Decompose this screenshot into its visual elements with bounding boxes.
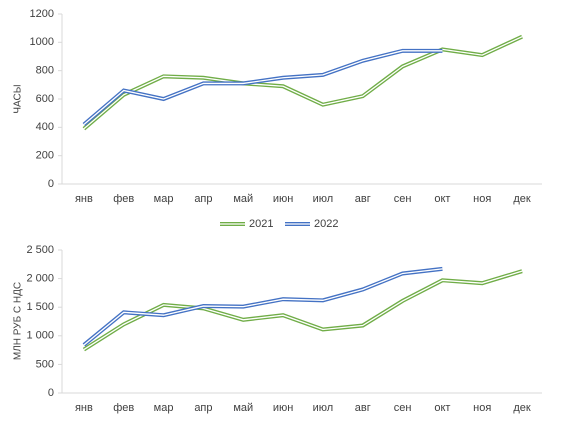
x-tick-label: июн xyxy=(273,193,293,205)
x-tick-label: сен xyxy=(394,402,412,414)
x-tick-label: мар xyxy=(154,193,174,205)
x-tick-label: окт xyxy=(434,193,450,205)
y-axis-label: МЛН РУБ С НДС xyxy=(13,282,24,360)
x-tick-label: апр xyxy=(194,402,212,414)
legend-label: 2021 xyxy=(249,218,273,230)
y-tick-label: 500 xyxy=(36,358,54,370)
x-tick-label: дек xyxy=(513,193,531,205)
series-line-inner xyxy=(83,36,523,130)
y-tick-label: 400 xyxy=(36,121,54,133)
legend-label: 2022 xyxy=(314,218,338,230)
x-tick-label: фев xyxy=(113,402,134,414)
y-tick-label: 0 xyxy=(48,178,54,190)
x-tick-label: янв xyxy=(75,193,93,205)
x-tick-label: июл xyxy=(313,402,334,414)
series-line xyxy=(82,266,443,347)
y-tick-label: 0 xyxy=(48,387,54,399)
x-tick-label: фев xyxy=(113,193,134,205)
series-line-inner xyxy=(83,268,443,346)
y-tick-label: 1200 xyxy=(30,8,54,20)
x-tick-label: авг xyxy=(355,402,371,414)
x-tick-label: июн xyxy=(273,402,293,414)
y-tick-label: 200 xyxy=(36,150,54,162)
y-tick-label: 2 500 xyxy=(26,244,54,256)
x-tick-label: май xyxy=(233,193,253,205)
x-tick-label: ноя xyxy=(473,402,491,414)
series-line-inner xyxy=(83,270,523,351)
y-tick-label: 1000 xyxy=(30,36,54,48)
y-tick-label: 1 000 xyxy=(26,330,54,342)
y-axis-label: ЧАСЫ xyxy=(13,84,24,113)
x-tick-label: янв xyxy=(75,402,93,414)
x-tick-label: июл xyxy=(313,193,334,205)
x-tick-label: авг xyxy=(355,193,371,205)
x-tick-label: мар xyxy=(154,402,174,414)
y-tick-label: 600 xyxy=(36,93,54,105)
x-tick-label: сен xyxy=(394,193,412,205)
y-tick-label: 2 000 xyxy=(26,273,54,285)
x-tick-label: апр xyxy=(194,193,212,205)
x-tick-label: ноя xyxy=(473,193,491,205)
x-tick-label: дек xyxy=(513,402,531,414)
x-tick-label: май xyxy=(233,402,253,414)
x-tick-label: окт xyxy=(434,402,450,414)
series-line-inner xyxy=(83,50,443,125)
y-tick-label: 1 500 xyxy=(26,301,54,313)
series-line xyxy=(82,269,523,352)
y-tick-label: 800 xyxy=(36,65,54,77)
